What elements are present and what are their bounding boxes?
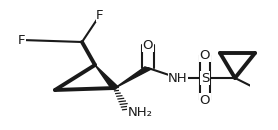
Text: F: F (18, 34, 26, 47)
Text: NH₂: NH₂ (128, 106, 153, 119)
Text: O: O (200, 93, 210, 106)
Text: NH: NH (168, 72, 188, 84)
Text: O: O (200, 48, 210, 61)
Polygon shape (95, 65, 119, 89)
Polygon shape (115, 67, 151, 88)
Text: S: S (201, 72, 209, 84)
Text: O: O (143, 38, 153, 51)
Text: F: F (96, 8, 104, 21)
